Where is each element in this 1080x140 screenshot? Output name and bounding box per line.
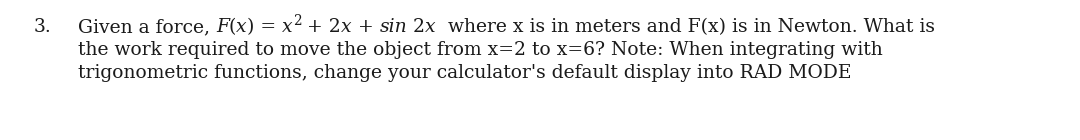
Text: sin: sin (379, 18, 407, 36)
Text: +: + (352, 18, 379, 36)
Text: + 2: + 2 (301, 18, 341, 36)
Text: where x is in meters and F(x) is in Newton. What is: where x is in meters and F(x) is in Newt… (436, 18, 935, 36)
Text: x: x (426, 18, 436, 36)
Text: trigonometric functions, change your calculator's default display into RAD MODE: trigonometric functions, change your cal… (78, 64, 851, 82)
Text: the work required to move the object from x=2 to x=6? Note: When integrating wit: the work required to move the object fro… (78, 41, 882, 59)
Text: ) =: ) = (247, 18, 282, 36)
Text: 2: 2 (293, 14, 301, 28)
Text: (: ( (229, 18, 237, 36)
Text: F: F (216, 18, 229, 36)
Text: x: x (237, 18, 247, 36)
Text: 2: 2 (407, 18, 426, 36)
Text: Given a force,: Given a force, (78, 18, 216, 36)
Text: x: x (282, 18, 293, 36)
Text: x: x (341, 18, 352, 36)
Text: 3.: 3. (33, 18, 52, 36)
